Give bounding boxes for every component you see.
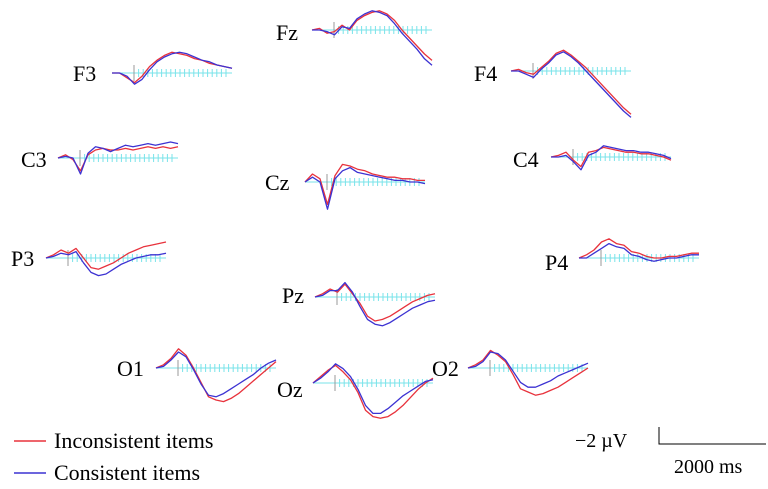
electrode-panels: Fz F3 F4 C3 C4 Cz P3 P4 Pz O1 Oz O2	[11, 10, 699, 419]
panel-oz: Oz	[277, 363, 434, 419]
trace-consistent-fz	[312, 10, 433, 66]
trace-consistent-cz	[304, 166, 426, 210]
electrode-label-p4: P4	[545, 250, 568, 275]
panel-cz: Cz	[265, 163, 426, 210]
electrode-label-o1: O1	[117, 356, 144, 381]
trace-consistent-c4	[551, 145, 672, 171]
trace-inconsistent-p4	[578, 238, 699, 259]
legend-entry-inconsistent: Inconsistent items	[14, 428, 213, 453]
scale-bar-lines	[658, 427, 766, 445]
trace-inconsistent-o1	[155, 348, 277, 403]
trace-consistent-o2	[467, 351, 589, 388]
electrode-label-pz: Pz	[282, 283, 304, 308]
trace-inconsistent-pz	[314, 283, 436, 322]
trace-consistent-p3	[45, 250, 167, 277]
trace-inconsistent-cz	[304, 163, 425, 206]
electrode-label-fz: Fz	[276, 20, 298, 45]
scale-time-label: 2000 ms	[674, 456, 743, 478]
trace-inconsistent-f4	[510, 49, 632, 115]
trace-inconsistent-oz	[312, 364, 434, 419]
trace-consistent-f4	[511, 51, 632, 118]
trace-inconsistent-f3	[112, 51, 233, 84]
panel-f4: F4	[474, 49, 632, 118]
trace-inconsistent-c3	[57, 146, 179, 172]
trace-inconsistent-fz	[311, 10, 433, 61]
electrode-label-oz: Oz	[277, 377, 303, 402]
panel-fz: Fz	[276, 10, 433, 66]
panel-f3: F3	[73, 51, 233, 86]
legend: Inconsistent items Consistent items	[14, 428, 213, 485]
trace-consistent-f3	[112, 51, 233, 85]
panel-c4: C4	[513, 145, 672, 172]
electrode-label-o2: O2	[432, 356, 459, 381]
legend-label-consistent: Consistent items	[54, 460, 200, 485]
trace-consistent-o1	[155, 351, 277, 398]
panel-o1: O1	[117, 348, 277, 403]
scale-amplitude-label: −2 µV	[575, 430, 628, 452]
scale-bar: −2 µV 2000 ms	[575, 427, 766, 478]
electrode-label-c3: C3	[21, 147, 47, 172]
trace-inconsistent-c4	[550, 146, 672, 168]
legend-label-inconsistent: Inconsistent items	[54, 428, 213, 453]
electrode-label-f3: F3	[73, 61, 96, 86]
trace-consistent-oz	[312, 363, 434, 415]
electrode-label-f4: F4	[474, 61, 497, 86]
electrode-label-cz: Cz	[265, 170, 290, 195]
panel-p3: P3	[11, 241, 167, 277]
panel-c3: C3	[21, 141, 179, 175]
trace-inconsistent-o2	[467, 349, 589, 396]
trace-inconsistent-p3	[45, 241, 167, 270]
electrode-label-p3: P3	[11, 246, 34, 271]
trace-consistent-p4	[579, 242, 699, 262]
panel-pz: Pz	[282, 281, 436, 327]
trace-consistent-pz	[314, 281, 436, 327]
panel-p4: P4	[545, 238, 699, 275]
panel-o2: O2	[432, 349, 589, 396]
legend-entry-consistent: Consistent items	[14, 460, 200, 485]
trace-consistent-c3	[57, 141, 179, 175]
electrode-label-c4: C4	[513, 147, 539, 172]
